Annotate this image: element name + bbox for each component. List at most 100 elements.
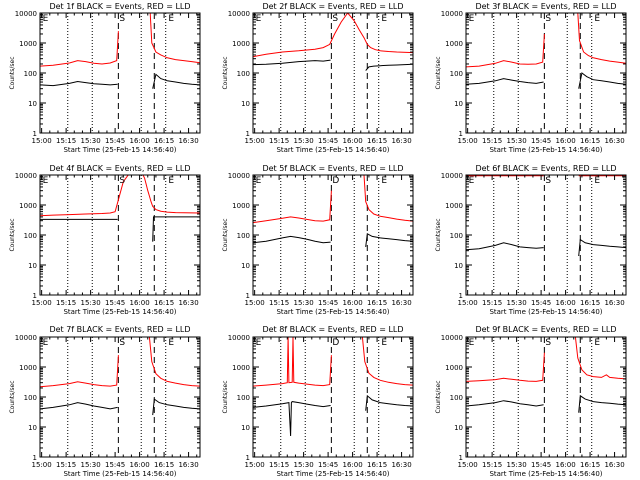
event-marker-label: E [256,338,262,348]
event-marker-label: E [381,14,387,24]
y-tick-label: 1 [33,130,37,138]
panel-title: Det 3f BLACK = Events, RED = LLD [475,2,616,11]
x-tick-label: 15:00 [245,137,265,145]
series-lld-line [253,13,413,58]
panel-title: Det 1f BLACK = Events, RED = LLD [49,2,190,11]
x-axis-label: Start Time (25-Feb-15 14:56:40) [63,146,176,154]
series-events-line [578,72,626,89]
series-lld-line [466,33,545,68]
y-tick-label: 100 [237,70,250,78]
y-tick-label: 10 [454,262,463,270]
y-tick-label: 10000 [15,172,37,180]
y-tick-label: 10000 [441,334,463,342]
x-tick-label: 15:45 [105,461,125,469]
x-tick-label: 15:00 [32,299,52,307]
x-tick-label: 16:15 [580,137,600,145]
event-marker-label: E [256,14,262,24]
series-group [40,13,200,89]
plot-frame [252,336,414,458]
x-tick-label: 15:15 [269,137,289,145]
panel-det-4: Det 4f BLACK = Events, RED = LLD 1 10 100 10… [9,164,201,316]
x-tick-label: 15:45 [105,299,125,307]
x-tick-label: 15:00 [245,461,265,469]
x-tick-label: 15:45 [318,137,338,145]
panel-title: Det 6f BLACK = Events, RED = LLD [475,164,616,173]
event-marker-label: E [594,338,600,348]
y-tick-label: 10 [241,262,250,270]
plot-frame [252,174,414,296]
series-group [253,337,413,437]
series-events-line [253,235,331,244]
x-tick-label: 15:30 [81,461,101,469]
plot-frame [39,336,201,458]
panel-det-7: Det 7f BLACK = Events, RED = LLD 1 10 100 10… [9,325,201,478]
x-tick-label: 15:45 [105,137,125,145]
y-tick-label: 100 [237,232,250,240]
event-marker-label: S [545,14,551,24]
x-tick-label: 15:30 [294,137,314,145]
x-tick-label: 15:15 [482,137,502,145]
event-marker-label: S [119,14,125,24]
x-tick-label: 16:30 [178,299,198,307]
x-tick-label: 15:15 [269,299,289,307]
panel-det-2: Det 2f BLACK = Events, RED = LLD 1 10 100 10… [222,2,414,154]
y-tick-label: 1000 [445,202,463,210]
x-tick-label: 16:00 [129,137,149,145]
event-marker-label: E [469,176,475,186]
x-tick-label: 16:15 [154,299,174,307]
y-tick-label: 10 [28,424,37,432]
x-tick-label: 16:00 [555,299,575,307]
event-marker-label: E [256,176,262,186]
x-tick-label: 15:30 [507,461,527,469]
y-tick-label: 10000 [228,334,250,342]
plot-frame [465,12,627,134]
panel-title: Det 7f BLACK = Events, RED = LLD [49,325,190,334]
series-group [253,13,413,71]
series-group [466,13,626,89]
y-axis-label: Counts/sec [9,56,16,89]
series-lld-line [148,337,200,387]
event-marker-label: S [545,176,551,186]
series-group [466,337,626,413]
x-axis-label: Start Time (25-Feb-15 14:56:40) [489,308,602,316]
x-tick-label: 16:00 [555,137,575,145]
y-tick-label: 10000 [15,10,37,18]
x-tick-label: 15:00 [458,461,478,469]
series-lld-line [574,337,626,380]
y-tick-label: 10 [241,424,250,432]
event-marker-label: E [168,176,174,186]
y-tick-label: 10 [241,100,250,108]
y-axis-label: Counts/sec [435,218,442,251]
series-lld-line [577,13,626,64]
event-marker-label: S [332,14,338,24]
event-marker-label: D [332,338,339,348]
x-tick-label: 15:30 [81,299,101,307]
x-tick-label: 16:00 [555,461,575,469]
y-tick-label: 1 [459,454,463,462]
y-axis-label: Counts/sec [222,380,229,413]
series-events-line [578,238,626,257]
x-axis-label: Start Time (25-Feb-15 14:56:40) [489,146,602,154]
y-tick-label: 1 [459,130,463,138]
y-tick-label: 10 [28,262,37,270]
x-tick-label: 16:00 [342,299,362,307]
x-tick-label: 16:30 [391,137,411,145]
series-events-line [152,216,200,242]
event-marker-label: E [381,338,387,348]
x-tick-label: 16:15 [580,299,600,307]
y-tick-label: 100 [450,232,463,240]
event-marker-label: E [381,176,387,186]
x-tick-label: 15:45 [531,299,551,307]
series-lld-line [40,175,200,217]
x-tick-label: 15:00 [32,137,52,145]
x-tick-label: 15:15 [56,299,76,307]
event-marker-label: E [469,338,475,348]
x-tick-label: 15:15 [269,461,289,469]
series-events-line [365,63,413,71]
panel-title: Det 5f BLACK = Events, RED = LLD [262,164,403,173]
event-marker-label: E [469,14,475,24]
plot-frame [39,12,201,134]
y-tick-label: 1000 [445,364,463,372]
x-tick-label: 15:00 [458,137,478,145]
